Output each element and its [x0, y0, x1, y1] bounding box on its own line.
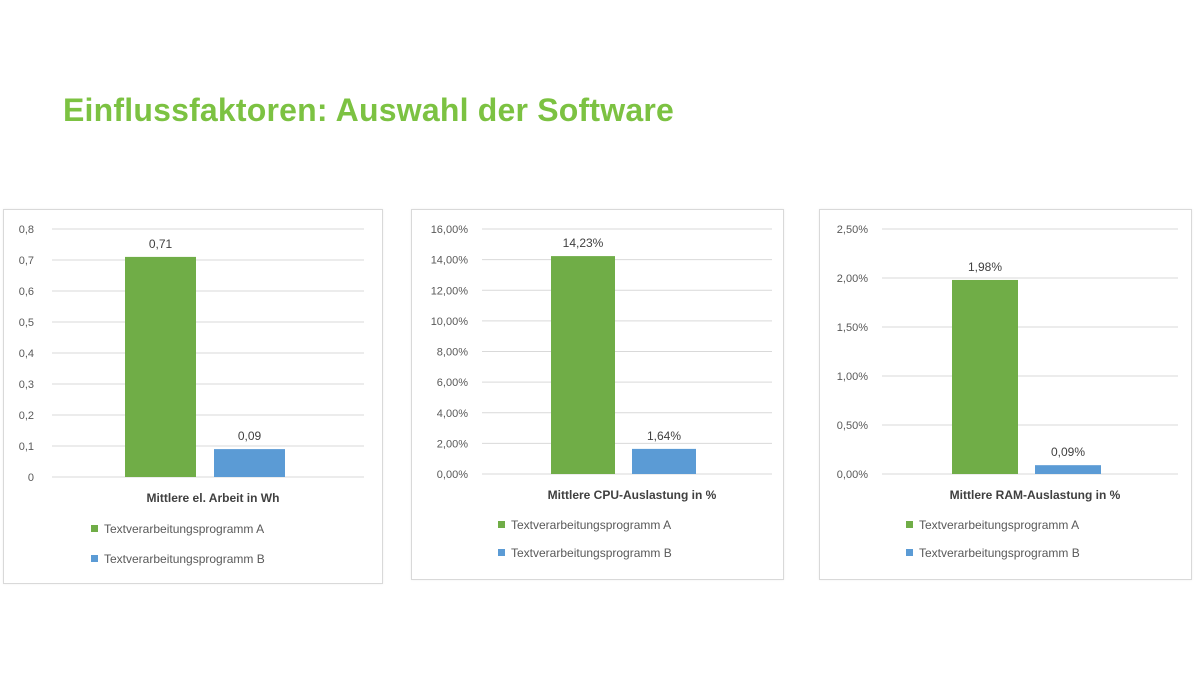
ram-data-label-b: 0,09%	[1051, 445, 1085, 459]
cpu-legend-swatch-a	[498, 521, 505, 528]
energy-y-tick-label: 0,5	[19, 317, 34, 329]
ram-bar-b	[1035, 465, 1101, 474]
chart-energy-svg: 0 0,1 0,2 0,3 0,4 0,5 0,6 0,7 0,8 0,71 0,09 Mittler…	[19, 224, 364, 566]
cpu-legend-swatch-b	[498, 549, 505, 556]
cpu-y-tick-label: 10,00%	[431, 316, 469, 328]
chart-energy-card: 0 0,1 0,2 0,3 0,4 0,5 0,6 0,7 0,8 0,71 0,09 Mittler…	[3, 209, 383, 584]
energy-y-tick-label: 0,3	[19, 379, 34, 391]
ram-legend-label-b: Textverarbeitungsprogramm B	[919, 546, 1080, 560]
cpu-bar-b	[632, 448, 696, 474]
energy-legend-swatch-a	[91, 525, 98, 532]
cpu-y-tick-label: 16,00%	[431, 224, 469, 236]
slide-title: Einflussfaktoren: Auswahl der Software	[63, 92, 674, 128]
energy-bar-a	[125, 256, 196, 477]
energy-y-tick-label: 0,2	[19, 410, 34, 422]
cpu-data-label-b: 1,64%	[647, 429, 681, 443]
cpu-y-tick-label: 0,00%	[437, 469, 468, 481]
ram-y-tick-label: 2,50%	[837, 224, 868, 236]
cpu-bar-a	[551, 256, 615, 474]
ram-y-tick-label: 0,50%	[837, 420, 868, 432]
energy-y-tick-label: 0,8	[19, 224, 34, 236]
ram-legend-swatch-a	[906, 521, 913, 528]
ram-bar-a	[952, 279, 1018, 474]
energy-legend-label-a: Textverarbeitungsprogramm A	[104, 522, 264, 536]
cpu-y-tick-label: 8,00%	[437, 347, 468, 359]
cpu-data-label-a: 14,23%	[563, 236, 604, 250]
ram-y-tick-label: 0,00%	[837, 469, 868, 481]
cpu-y-tick-label: 12,00%	[431, 285, 469, 297]
cpu-y-tick-label: 14,00%	[431, 255, 469, 267]
ram-legend-label-a: Textverarbeitungsprogramm A	[919, 518, 1079, 532]
energy-x-axis-label: Mittlere el. Arbeit in Wh	[147, 491, 280, 505]
energy-data-label-a: 0,71	[149, 237, 173, 251]
cpu-legend-label-a: Textverarbeitungsprogramm A	[511, 518, 671, 532]
ram-y-tick-label: 2,00%	[837, 273, 868, 285]
ram-legend-swatch-b	[906, 549, 913, 556]
ram-y-tick-label: 1,50%	[837, 322, 868, 334]
ram-data-label-a: 1,98%	[968, 260, 1002, 274]
ram-x-axis-label: Mittlere RAM-Auslastung in %	[950, 488, 1121, 502]
energy-y-tick-label: 0,7	[19, 255, 34, 267]
energy-y-tick-label: 0,6	[19, 286, 34, 298]
energy-y-tick-label: 0	[28, 472, 34, 484]
energy-legend-label-b: Textverarbeitungsprogramm B	[104, 552, 265, 566]
cpu-y-tick-label: 2,00%	[437, 438, 468, 450]
chart-cpu-card: 0,00% 2,00% 4,00% 6,00% 8,00% 10,00% 12,00% 14,…	[411, 209, 784, 580]
cpu-y-tick-label: 6,00%	[437, 377, 468, 389]
energy-data-label-b: 0,09	[238, 429, 262, 443]
energy-y-tick-label: 0,4	[19, 348, 34, 360]
chart-cpu-svg: 0,00% 2,00% 4,00% 6,00% 8,00% 10,00% 12,00% 14,…	[431, 224, 772, 560]
energy-legend-swatch-b	[91, 555, 98, 562]
cpu-legend-label-b: Textverarbeitungsprogramm B	[511, 546, 672, 560]
cpu-x-axis-label: Mittlere CPU-Auslastung in %	[548, 488, 717, 502]
energy-y-tick-label: 0,1	[19, 441, 34, 453]
cpu-y-tick-label: 4,00%	[437, 408, 468, 420]
ram-y-tick-label: 1,00%	[837, 371, 868, 383]
energy-bar-b	[214, 449, 285, 477]
chart-ram-svg: 0,00% 0,50% 1,00% 1,50% 2,00% 2,50% 1,98% 0,09%…	[837, 224, 1178, 560]
chart-ram-card: 0,00% 0,50% 1,00% 1,50% 2,00% 2,50% 1,98% 0,09%…	[819, 209, 1192, 580]
